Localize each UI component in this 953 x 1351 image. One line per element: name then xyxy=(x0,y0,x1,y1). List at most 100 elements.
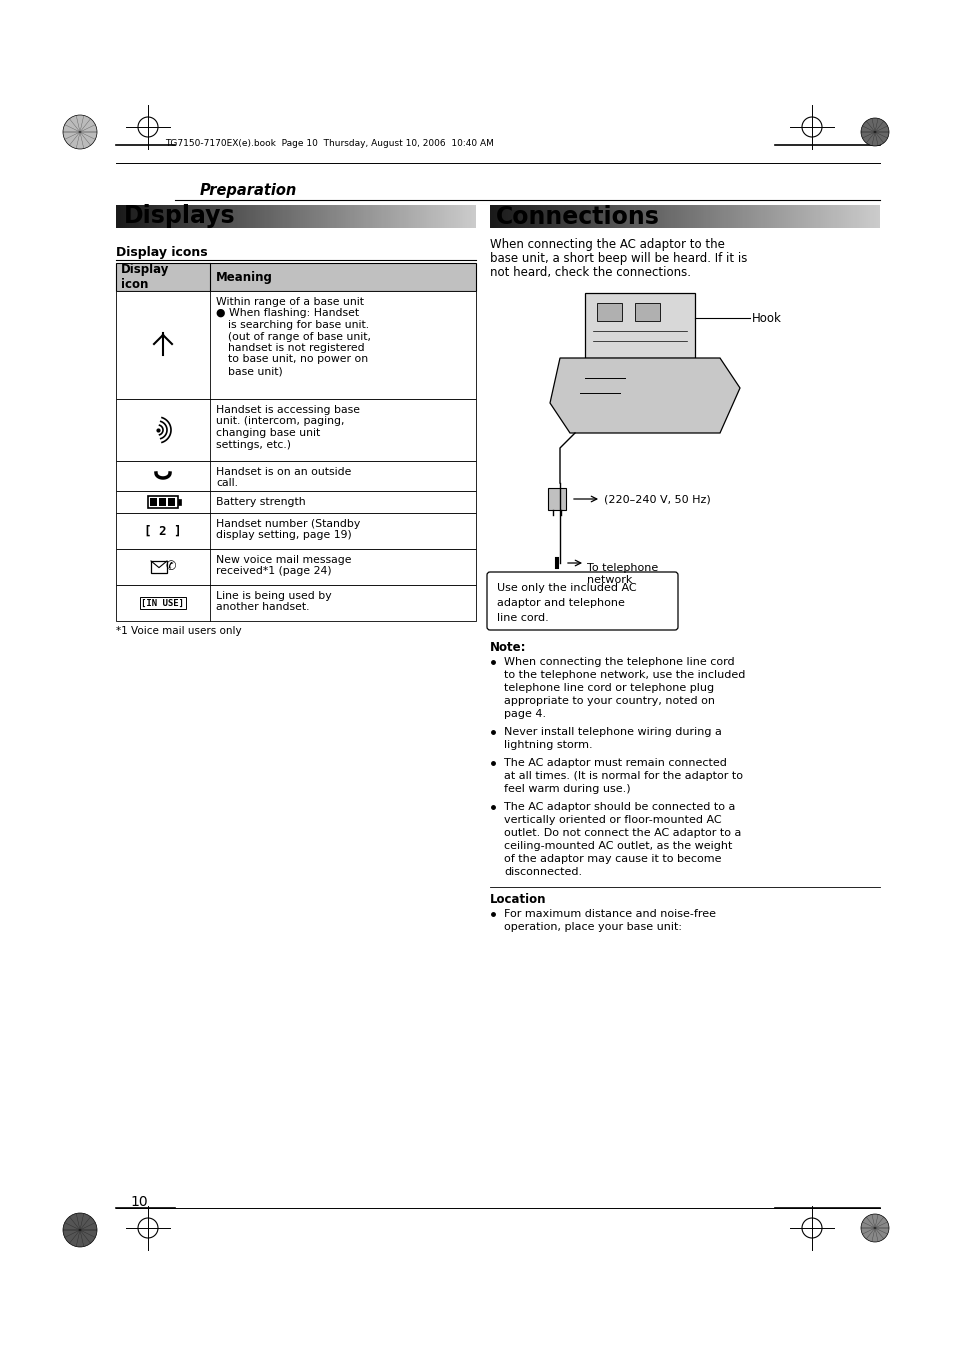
Bar xyxy=(579,205,581,228)
Bar xyxy=(665,205,667,228)
Bar xyxy=(317,205,319,228)
Bar xyxy=(370,205,372,228)
Bar xyxy=(467,205,469,228)
Text: The AC adaptor should be connected to a: The AC adaptor should be connected to a xyxy=(503,802,735,812)
Bar xyxy=(314,205,316,228)
Polygon shape xyxy=(550,358,740,434)
Text: outlet. Do not connect the AC adaptor to a: outlet. Do not connect the AC adaptor to… xyxy=(503,828,740,838)
Bar xyxy=(249,205,252,228)
Bar xyxy=(125,205,127,228)
Bar xyxy=(152,205,154,228)
Bar xyxy=(326,205,329,228)
Bar xyxy=(457,205,459,228)
Bar xyxy=(679,205,680,228)
Bar xyxy=(630,205,632,228)
Bar xyxy=(587,205,589,228)
Bar xyxy=(242,205,244,228)
Bar xyxy=(233,205,235,228)
Bar xyxy=(600,205,603,228)
Bar xyxy=(376,205,379,228)
Bar xyxy=(210,205,212,228)
Text: Never install telephone wiring during a: Never install telephone wiring during a xyxy=(503,727,721,738)
Text: operation, place your base unit:: operation, place your base unit: xyxy=(503,921,681,932)
Bar xyxy=(437,205,440,228)
Text: Location: Location xyxy=(490,893,546,907)
Bar xyxy=(196,205,199,228)
Bar xyxy=(354,205,355,228)
Bar xyxy=(499,205,501,228)
Bar xyxy=(546,205,548,228)
Bar xyxy=(145,205,147,228)
Text: telephone line cord or telephone plug: telephone line cord or telephone plug xyxy=(503,684,714,693)
Bar xyxy=(303,205,305,228)
Text: Displays: Displays xyxy=(124,204,235,228)
Bar xyxy=(698,205,700,228)
Bar xyxy=(161,205,163,228)
Bar xyxy=(735,205,738,228)
Bar xyxy=(378,205,380,228)
Bar xyxy=(271,205,273,228)
Text: To telephone
network: To telephone network xyxy=(586,563,658,585)
Text: appropriate to your country, noted on: appropriate to your country, noted on xyxy=(503,696,714,707)
Bar xyxy=(285,205,287,228)
Bar xyxy=(116,461,476,490)
Text: ● When flashing: Handset: ● When flashing: Handset xyxy=(215,308,358,319)
Bar xyxy=(757,205,759,228)
Text: *1 Voice mail users only: *1 Voice mail users only xyxy=(116,626,241,636)
Bar xyxy=(188,205,190,228)
Bar xyxy=(149,205,151,228)
Bar xyxy=(116,513,476,549)
Bar xyxy=(328,205,331,228)
Bar xyxy=(692,205,695,228)
Bar xyxy=(714,205,716,228)
Bar xyxy=(822,205,825,228)
Bar xyxy=(421,205,424,228)
Bar xyxy=(411,205,413,228)
Bar xyxy=(526,205,529,228)
Bar xyxy=(178,499,181,505)
Bar xyxy=(334,205,335,228)
Bar xyxy=(139,205,142,228)
Bar xyxy=(384,205,386,228)
Text: disconnected.: disconnected. xyxy=(503,867,581,877)
Bar xyxy=(441,205,444,228)
Bar xyxy=(774,205,777,228)
Bar xyxy=(287,205,289,228)
Text: to base unit, no power on: to base unit, no power on xyxy=(228,354,368,365)
Text: Hook: Hook xyxy=(751,312,781,324)
Bar xyxy=(254,205,256,228)
Bar xyxy=(805,205,807,228)
Bar xyxy=(789,205,792,228)
Bar xyxy=(387,205,390,228)
Bar xyxy=(360,205,363,228)
Bar xyxy=(150,499,157,507)
Bar xyxy=(129,205,131,228)
Text: Handset is on an outside: Handset is on an outside xyxy=(215,467,351,477)
Text: Display icons: Display icons xyxy=(116,246,208,259)
Bar xyxy=(163,205,165,228)
Bar xyxy=(212,205,213,228)
Bar xyxy=(116,263,476,290)
Bar xyxy=(305,205,307,228)
Text: changing base unit: changing base unit xyxy=(215,428,320,438)
Bar xyxy=(389,205,392,228)
Bar xyxy=(391,205,394,228)
Bar xyxy=(258,205,260,228)
Bar xyxy=(310,205,313,228)
Bar xyxy=(463,205,465,228)
Bar xyxy=(165,205,167,228)
Bar xyxy=(828,205,831,228)
Bar xyxy=(675,205,677,228)
Bar xyxy=(291,205,293,228)
Bar xyxy=(133,205,136,228)
Bar xyxy=(368,205,370,228)
Bar xyxy=(213,205,215,228)
Bar xyxy=(708,205,710,228)
Bar xyxy=(657,205,659,228)
Bar xyxy=(598,205,601,228)
Bar xyxy=(364,205,366,228)
Bar xyxy=(618,205,620,228)
Bar xyxy=(663,205,665,228)
Bar xyxy=(780,205,782,228)
Bar xyxy=(581,205,583,228)
